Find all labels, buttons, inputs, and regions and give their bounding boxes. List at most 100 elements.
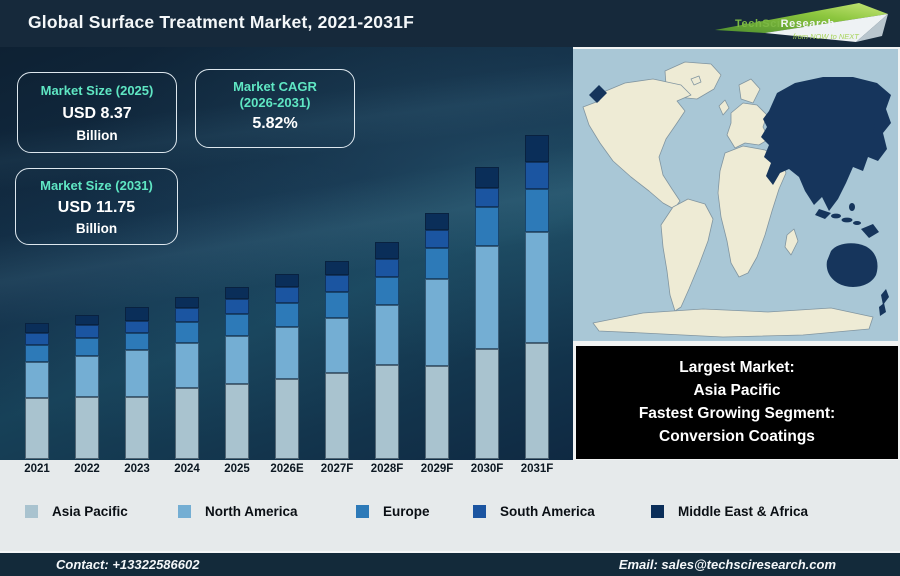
segment-europe bbox=[425, 248, 449, 279]
logo-brand-secondary: Research bbox=[780, 18, 835, 30]
segment-europe bbox=[525, 189, 549, 232]
techsci-logo-arrow-icon bbox=[715, 3, 888, 42]
callout-line-4: Conversion Coatings bbox=[659, 428, 815, 445]
segment-south-america bbox=[475, 188, 499, 207]
legend-item-south-america: South America bbox=[473, 504, 595, 519]
map-asia-pacific-highlight bbox=[589, 77, 891, 316]
legend-swatch-icon bbox=[651, 505, 664, 518]
segment-middle-east-africa bbox=[475, 167, 499, 188]
segment-north-america bbox=[325, 318, 349, 373]
segment-south-america bbox=[425, 230, 449, 248]
market-cagr-subtitle: (2026-2031) bbox=[239, 95, 311, 110]
segment-north-america bbox=[125, 350, 149, 397]
bottom-strip: 2021 2022 2023 2024 2025 2026E 2027F 2028F 2029F… bbox=[0, 460, 900, 551]
legend-swatch-icon bbox=[473, 505, 486, 518]
segment-south-america bbox=[25, 333, 49, 345]
market-size-2025-unit: Billion bbox=[76, 128, 118, 143]
segment-middle-east-africa bbox=[175, 297, 199, 308]
legend-label: Asia Pacific bbox=[52, 504, 128, 519]
legend-item-asia-pacific: Asia Pacific bbox=[25, 504, 128, 519]
market-cagr-title: Market CAGR bbox=[233, 79, 317, 94]
segment-asia-pacific bbox=[525, 343, 549, 459]
techsci-logo: TechSciResearch from NOW to NEXT bbox=[707, 2, 893, 45]
bar-2024 bbox=[175, 297, 199, 459]
bar-2028f bbox=[375, 242, 399, 459]
x-axis-label-2021: 2021 bbox=[24, 463, 50, 475]
x-axis-label-2026e: 2026E bbox=[270, 463, 304, 475]
legend-item-europe: Europe bbox=[356, 504, 430, 519]
x-axis-label-2029f: 2029F bbox=[420, 463, 454, 475]
legend-label: South America bbox=[500, 504, 595, 519]
segment-middle-east-africa bbox=[275, 274, 299, 287]
segment-middle-east-africa bbox=[225, 287, 249, 299]
segment-europe bbox=[275, 303, 299, 327]
segment-south-america bbox=[525, 162, 549, 189]
x-axis-label-2031f: 2031F bbox=[520, 463, 554, 475]
segment-asia-pacific bbox=[25, 398, 49, 459]
segment-north-america bbox=[275, 327, 299, 379]
segment-south-america bbox=[325, 275, 349, 292]
footer-email: Email: sales@techsciresearch.com bbox=[618, 557, 836, 572]
market-size-2025-box: Market Size (2025) USD 8.37 Billion bbox=[17, 72, 177, 153]
segment-europe bbox=[25, 345, 49, 362]
segment-south-america bbox=[275, 287, 299, 303]
segment-north-america bbox=[25, 362, 49, 398]
logo-brand-primary: TechSci bbox=[735, 18, 781, 30]
segment-asia-pacific bbox=[325, 373, 349, 459]
segment-north-america bbox=[375, 305, 399, 365]
segment-asia-pacific bbox=[475, 349, 499, 459]
chart-legend: Asia Pacific North America Europe South Ame… bbox=[0, 504, 900, 526]
legend-label: Europe bbox=[383, 504, 430, 519]
bar-2031f bbox=[525, 135, 549, 459]
segment-north-america bbox=[425, 279, 449, 366]
x-axis-label-2023: 2023 bbox=[124, 463, 150, 475]
market-size-2031-box: Market Size (2031) USD 11.75 Billion bbox=[15, 168, 178, 245]
segment-middle-east-africa bbox=[75, 315, 99, 325]
market-cagr-value: 5.82% bbox=[252, 115, 298, 132]
segment-north-america bbox=[75, 356, 99, 397]
bar-2026e bbox=[275, 274, 299, 459]
x-axis-label-2030f: 2030F bbox=[470, 463, 504, 475]
bar-2025 bbox=[225, 287, 249, 459]
largest-market-callout: Largest Market: Asia Pacific Fastest Gro… bbox=[576, 346, 898, 459]
segment-north-america bbox=[475, 246, 499, 349]
footer-bar: Contact: +13322586602 Email: sales@techs… bbox=[0, 551, 900, 576]
segment-asia-pacific bbox=[125, 397, 149, 459]
stacked-bars bbox=[0, 47, 573, 460]
segment-south-america bbox=[125, 321, 149, 333]
segment-asia-pacific bbox=[75, 397, 99, 459]
segment-south-america bbox=[175, 308, 199, 322]
legend-item-middle-east-africa: Middle East & Africa bbox=[651, 504, 808, 519]
segment-south-america bbox=[75, 325, 99, 338]
footer-contact: Contact: +13322586602 bbox=[56, 557, 200, 572]
segment-middle-east-africa bbox=[425, 213, 449, 230]
segment-europe bbox=[125, 333, 149, 350]
legend-swatch-icon bbox=[356, 505, 369, 518]
market-cagr-box: Market CAGR (2026-2031) 5.82% bbox=[195, 69, 355, 148]
x-axis-label-2028f: 2028F bbox=[370, 463, 404, 475]
market-size-2031-unit: Billion bbox=[75, 221, 118, 236]
market-size-2025-value: USD 8.37 bbox=[62, 105, 132, 122]
segment-europe bbox=[175, 322, 199, 343]
segment-middle-east-africa bbox=[525, 135, 549, 162]
segment-asia-pacific bbox=[375, 365, 399, 459]
segment-north-america bbox=[175, 343, 199, 388]
callout-line-1: Largest Market: bbox=[679, 359, 795, 376]
x-axis-label-2024: 2024 bbox=[174, 463, 200, 475]
page-title: Global Surface Treatment Market, 2021-20… bbox=[28, 12, 414, 32]
segment-europe bbox=[325, 292, 349, 318]
logo-tagline: from NOW to NEXT bbox=[793, 32, 859, 41]
world-map bbox=[573, 49, 898, 341]
segment-middle-east-africa bbox=[325, 261, 349, 275]
segment-north-america bbox=[525, 232, 549, 343]
legend-label: North America bbox=[205, 504, 298, 519]
legend-item-north-america: North America bbox=[178, 504, 298, 519]
segment-asia-pacific bbox=[425, 366, 449, 459]
segment-south-america bbox=[225, 299, 249, 314]
bar-2023 bbox=[125, 307, 149, 459]
segment-middle-east-africa bbox=[375, 242, 399, 259]
segment-middle-east-africa bbox=[25, 323, 49, 333]
legend-swatch-icon bbox=[178, 505, 191, 518]
segment-europe bbox=[225, 314, 249, 336]
